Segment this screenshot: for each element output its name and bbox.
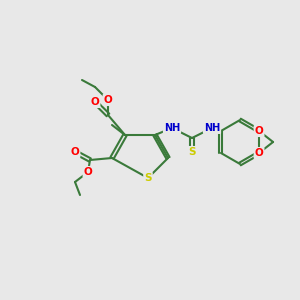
Text: O: O: [70, 147, 80, 157]
Text: NH: NH: [164, 123, 180, 133]
Text: S: S: [144, 173, 152, 183]
Text: O: O: [84, 167, 92, 177]
Text: O: O: [255, 148, 263, 158]
Text: O: O: [255, 126, 263, 136]
Text: O: O: [91, 97, 99, 107]
Text: O: O: [103, 95, 112, 105]
Text: S: S: [188, 147, 196, 157]
Text: NH: NH: [204, 123, 220, 133]
